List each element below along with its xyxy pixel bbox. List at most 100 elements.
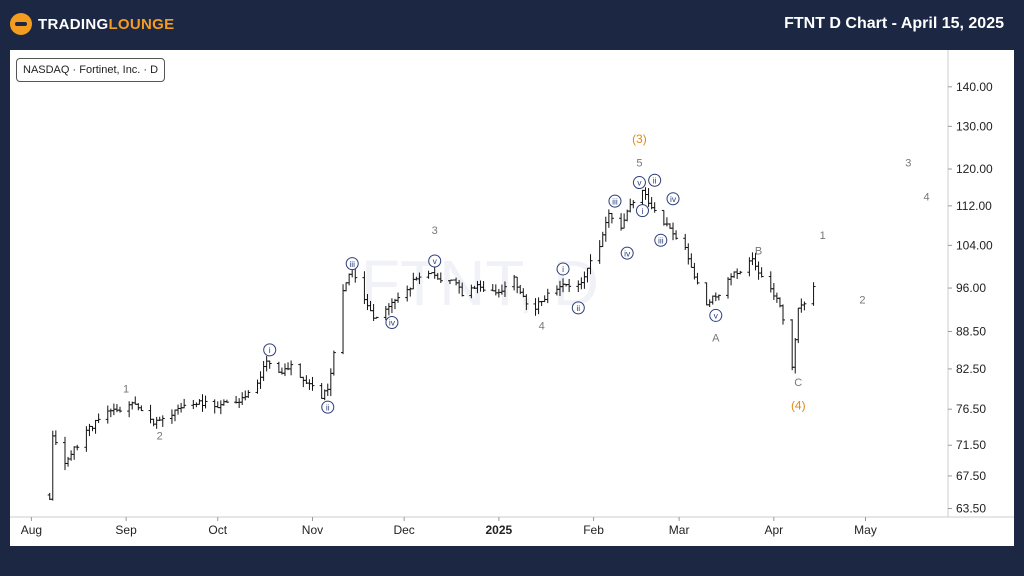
price-bar [790, 319, 795, 371]
price-bar [93, 419, 98, 434]
price-bar [255, 379, 260, 394]
svg-text:i: i [642, 206, 644, 216]
price-bar [289, 360, 294, 376]
price-bar [646, 188, 651, 207]
price-bar [631, 200, 636, 209]
price-bar [62, 436, 67, 471]
wave-label-degree: (4) [791, 399, 806, 413]
wave-label: 4 [539, 320, 545, 332]
price-bar [218, 400, 223, 415]
wave-label: 1 [820, 230, 826, 242]
y-tick-label: 82.50 [956, 362, 986, 376]
price-bar [707, 299, 712, 307]
wave-label: A [712, 333, 720, 345]
wave-label-circled: ii [571, 301, 585, 315]
price-bar [243, 390, 248, 401]
price-bar [460, 282, 465, 297]
price-bar [771, 283, 776, 301]
svg-text:v: v [433, 256, 438, 266]
x-tick-label: Apr [764, 523, 783, 537]
price-bar [224, 399, 229, 403]
price-bar [276, 361, 281, 374]
svg-text:i: i [562, 264, 564, 274]
y-tick-label: 140.00 [956, 80, 993, 94]
price-bar [221, 399, 226, 406]
wave-label-circled: v [428, 254, 442, 268]
y-tick-label: 88.50 [956, 324, 986, 338]
price-bar [438, 272, 443, 283]
logo-text: TRADINGLOUNGE [38, 15, 175, 33]
price-bar [674, 230, 679, 240]
price-bar [258, 371, 263, 389]
price-bar [802, 301, 807, 311]
price-bar [417, 272, 422, 285]
watermark: FTNT, D [361, 247, 599, 319]
price-bar [640, 189, 645, 207]
price-bar [344, 282, 349, 292]
price-bar [154, 416, 159, 429]
svg-text:iii: iii [349, 259, 355, 269]
price-bar [240, 392, 245, 406]
price-bar [328, 368, 333, 397]
price-bar [643, 187, 648, 200]
price-bar [588, 254, 593, 275]
chart-panel[interactable]: FTNT, D 140.00 130.00 120.00 112.00 104.00 96… [10, 50, 1014, 546]
price-bar [197, 399, 202, 405]
svg-text:v: v [637, 178, 642, 188]
price-bar [600, 231, 605, 248]
wave-label-circled: iii [654, 233, 668, 247]
price-bar [374, 316, 379, 319]
wave-label-circled: i [556, 262, 570, 276]
svg-text:iv: iv [670, 194, 677, 204]
logo-icon [10, 13, 32, 35]
svg-text:ii: ii [326, 402, 330, 412]
price-bar [567, 278, 572, 293]
price-bar [169, 409, 174, 424]
price-bar [729, 273, 734, 286]
price-bar [606, 209, 611, 228]
price-bar [261, 360, 266, 381]
price-bar [139, 405, 144, 412]
price-bar [793, 337, 798, 374]
price-bar [603, 216, 608, 242]
svg-text:ii: ii [576, 303, 580, 313]
price-bar [307, 379, 312, 390]
y-tick-label: 96.00 [956, 281, 986, 295]
svg-text:iii: iii [612, 196, 618, 206]
price-bar [347, 273, 352, 286]
price-bar [133, 396, 138, 405]
y-tick-label: 67.50 [956, 469, 986, 483]
y-tick-label: 112.00 [956, 199, 992, 213]
price-bar [246, 390, 251, 398]
wave-label: 2 [859, 294, 865, 306]
wave-label: 3 [905, 157, 911, 169]
price-bar [87, 423, 92, 437]
price-bar [686, 243, 691, 265]
price-bar [72, 446, 77, 460]
price-bar [695, 272, 700, 285]
y-tick-label: 104.00 [956, 238, 993, 252]
price-bar [768, 271, 773, 293]
price-bar [747, 257, 752, 277]
wave-label-circled: i [263, 343, 277, 357]
x-tick-label: Dec [393, 523, 414, 537]
price-bar [203, 395, 208, 409]
price-bar [176, 404, 181, 415]
price-bars [47, 187, 816, 501]
wave-labels: 12iiiiiiivv34iiiiiiivv5(3)iiiiiiivvABC(4… [123, 132, 930, 443]
price-bar [310, 376, 315, 391]
svg-text:i: i [269, 345, 271, 355]
price-bar [151, 418, 156, 427]
wave-label-circled: v [632, 176, 646, 190]
svg-text:iv: iv [389, 318, 396, 328]
price-chart[interactable]: FTNT, D 140.00 130.00 120.00 112.00 104.00 96… [10, 50, 1014, 546]
price-bar [628, 198, 633, 213]
price-bar [796, 307, 801, 344]
x-tick-label: Aug [21, 523, 42, 537]
price-bar [759, 267, 764, 278]
price-bar [298, 363, 303, 378]
x-axis: Aug Sep Oct Nov Dec 2025 Feb Mar Apr May [21, 517, 877, 537]
price-bar [661, 209, 666, 226]
price-bar [96, 413, 101, 424]
header-bar: TRADINGLOUNGE FTNT D Chart - April 15, 2… [0, 0, 1024, 50]
